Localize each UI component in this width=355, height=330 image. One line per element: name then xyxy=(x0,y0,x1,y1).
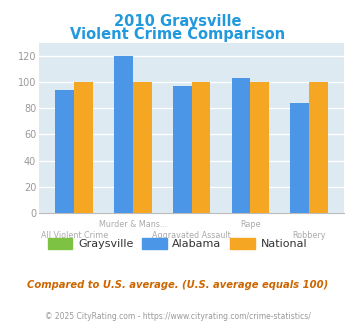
Text: Violent Crime Comparison: Violent Crime Comparison xyxy=(70,27,285,42)
Bar xyxy=(192,82,211,213)
Bar xyxy=(290,103,309,213)
Bar xyxy=(133,82,152,213)
Bar xyxy=(114,56,133,213)
Text: Rape: Rape xyxy=(240,220,261,229)
Bar xyxy=(250,82,269,213)
Legend: Graysville, Alabama, National: Graysville, Alabama, National xyxy=(44,234,311,253)
Bar xyxy=(173,86,192,213)
Text: 2010 Graysville: 2010 Graysville xyxy=(114,14,241,29)
Text: Compared to U.S. average. (U.S. average equals 100): Compared to U.S. average. (U.S. average … xyxy=(27,280,328,290)
Bar xyxy=(55,90,74,213)
Bar xyxy=(309,82,328,213)
Text: Aggravated Assault: Aggravated Assault xyxy=(152,231,231,240)
Text: Robbery: Robbery xyxy=(293,231,326,240)
Bar xyxy=(231,78,250,213)
Text: All Violent Crime: All Violent Crime xyxy=(41,231,108,240)
Text: Murder & Mans...: Murder & Mans... xyxy=(99,220,167,229)
Bar xyxy=(74,82,93,213)
Text: © 2025 CityRating.com - https://www.cityrating.com/crime-statistics/: © 2025 CityRating.com - https://www.city… xyxy=(45,312,310,321)
